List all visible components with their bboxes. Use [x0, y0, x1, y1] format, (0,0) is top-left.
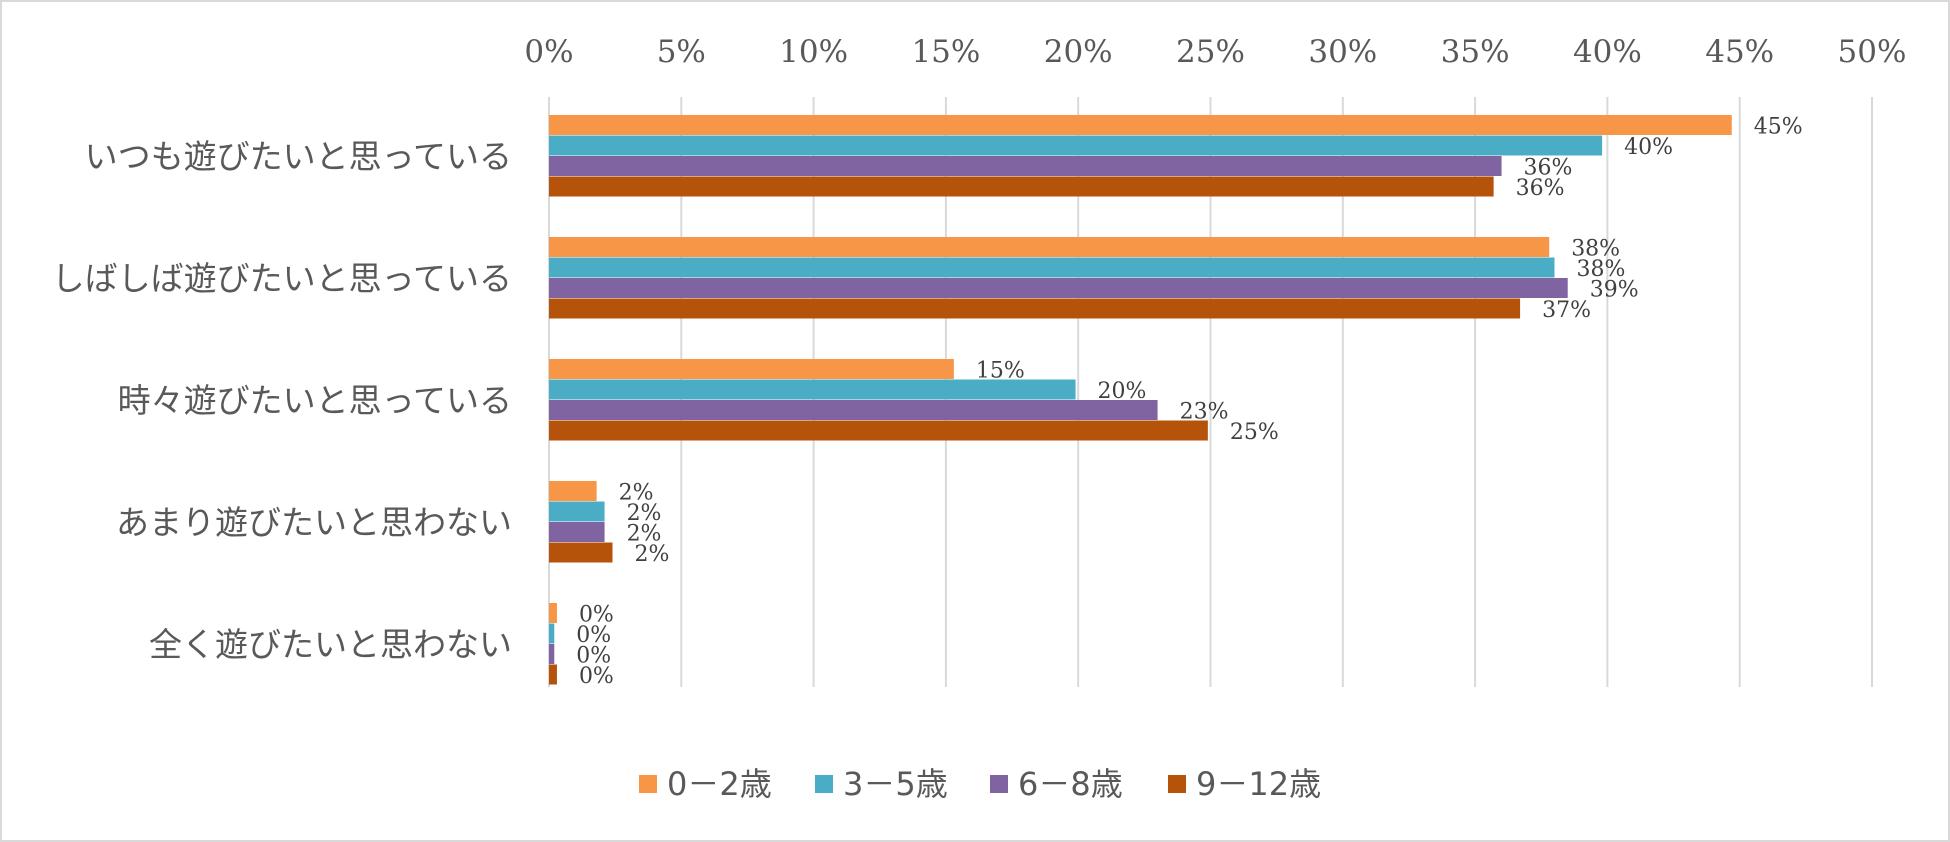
x-tick-label: 10% — [779, 34, 848, 70]
bar — [549, 237, 1550, 257]
bar — [549, 257, 1555, 278]
x-tick-label: 35% — [1441, 34, 1510, 70]
category-label: いつも遊びたいと思っている — [85, 137, 512, 176]
bar — [549, 623, 555, 644]
data-label: 37% — [1542, 298, 1591, 323]
data-label: 38% — [1571, 237, 1620, 262]
data-label: 36% — [1524, 156, 1573, 181]
bars — [549, 115, 1732, 685]
legend-label: 0－2歳 — [667, 765, 772, 803]
bar — [549, 481, 597, 501]
legend-swatch — [1168, 775, 1186, 793]
bar — [549, 644, 555, 664]
x-tick-label: 5% — [657, 34, 706, 70]
data-label: 2% — [635, 542, 670, 567]
data-label: 25% — [1230, 420, 1279, 445]
legend-swatch — [990, 775, 1008, 793]
legend-label: 9－12歳 — [1196, 765, 1321, 803]
data-label: 15% — [976, 359, 1025, 384]
bar — [549, 176, 1494, 197]
category-label: しばしば遊びたいと思っている — [52, 259, 512, 298]
legend-label: 3－5歳 — [843, 765, 948, 803]
data-label: 38% — [1576, 257, 1625, 282]
legend-swatch — [639, 775, 657, 793]
data-label: 0% — [579, 664, 614, 689]
data-label: 40% — [1624, 135, 1673, 160]
category-label: 全く遊びたいと思わない — [149, 625, 512, 664]
bar — [549, 115, 1732, 135]
data-label: 2% — [619, 481, 654, 506]
legend-swatch — [815, 775, 833, 793]
x-tick-label: 50% — [1838, 34, 1907, 70]
x-tick-label: 30% — [1308, 34, 1377, 70]
data-label: 2% — [627, 522, 662, 547]
category-labels: いつも遊びたいと思っているしばしば遊びたいと思っている時々遊びたいと思っているあ… — [52, 137, 512, 664]
bar — [549, 603, 557, 623]
data-label: 2% — [627, 501, 662, 526]
x-tick-label: 20% — [1044, 34, 1113, 70]
bar — [549, 542, 613, 563]
bar — [549, 664, 557, 685]
legend: 0－2歳 3－5歳 6－8歳 9－12歳 — [639, 765, 1321, 803]
data-label: 45% — [1754, 115, 1803, 140]
legend-label: 6－8歳 — [1018, 765, 1123, 803]
category-label: 時々遊びたいと思っている — [118, 381, 512, 420]
x-tick-label: 15% — [911, 34, 980, 70]
x-tick-label: 0% — [524, 34, 573, 70]
category-label: あまり遊びたいと思わない — [116, 503, 512, 542]
x-tick-label: 25% — [1176, 34, 1245, 70]
bar — [549, 420, 1208, 441]
bar — [549, 298, 1521, 319]
bar — [549, 379, 1076, 400]
bar — [549, 359, 954, 379]
data-label: 0% — [576, 623, 611, 648]
x-tick-label: 45% — [1705, 34, 1774, 70]
bar — [549, 522, 605, 542]
x-tick-label: 40% — [1573, 34, 1642, 70]
data-label: 36% — [1516, 176, 1565, 201]
bar — [549, 278, 1568, 298]
bar — [549, 501, 605, 522]
bar — [549, 400, 1158, 420]
data-label: 20% — [1098, 379, 1147, 404]
data-label: 0% — [579, 603, 614, 628]
x-axis-ticks: 0% 5% 10% 15% 20% 25% 30% 35% 40% 45% 50% — [524, 34, 1906, 70]
data-labels: 45%40%36%36%38%38%39%37%15%20%23%25%2%2%… — [576, 115, 1802, 690]
bar — [549, 135, 1603, 156]
data-label: 0% — [576, 644, 611, 669]
data-label: 23% — [1180, 400, 1229, 425]
bar — [549, 156, 1502, 176]
data-label: 39% — [1590, 278, 1639, 303]
